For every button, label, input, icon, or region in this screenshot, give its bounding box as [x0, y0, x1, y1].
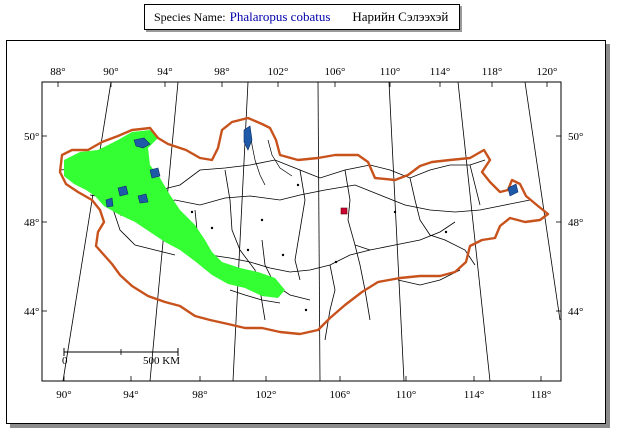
lon-label: 110° [380, 66, 401, 78]
meridian-98 [232, 81, 249, 382]
boundary-line [354, 244, 371, 321]
lon-label: 102° [256, 389, 277, 401]
lon-label: 90° [56, 389, 71, 401]
right-latitude-labels: 50° 48° 44° [568, 131, 583, 318]
boundary-line [469, 164, 481, 206]
meridian-106 [388, 81, 405, 382]
capital-marker [340, 207, 348, 215]
left-latitude-labels: 50° 48° 44° [24, 131, 39, 318]
lat-label: 44° [568, 306, 583, 318]
boundary-line [194, 209, 456, 273]
meridian-90 [62, 81, 112, 382]
species-local-name: Нарийн Сэлээхэй [352, 9, 449, 24]
boundary-line [324, 264, 336, 341]
lat-label: 44° [24, 306, 39, 318]
boundary-line [344, 169, 371, 251]
lakes [105, 125, 519, 208]
map-area-border [41, 81, 562, 382]
boundary-line [224, 169, 266, 321]
meridian-110 [457, 81, 491, 382]
top-longitude-labels: 88° 90° 94° 98° 102° 106° 110° 114° 118°… [50, 66, 557, 78]
river [267, 139, 293, 177]
boundary-line [294, 169, 306, 281]
species-name-label: Species Name: [154, 9, 226, 24]
river [249, 127, 266, 186]
map-frame [6, 40, 606, 424]
lon-label: 94° [157, 66, 172, 78]
meridian-114 [524, 81, 561, 321]
boundary-line [229, 289, 281, 304]
boundary-line [409, 177, 476, 266]
scale-bar: 0 500 KM [62, 348, 180, 367]
lake [507, 183, 519, 197]
lake [149, 167, 161, 179]
lake [133, 137, 151, 149]
species-name-box: Species Name: Phalaropus cobatus Нарийн … [144, 4, 460, 30]
lake [137, 193, 149, 204]
lon-label: 118° [531, 389, 552, 401]
meridian-102 [317, 81, 321, 382]
lat-label: 50° [568, 131, 583, 143]
lake-khuvsgul [243, 125, 253, 151]
lon-label: 110° [396, 389, 417, 401]
boundary-line [397, 269, 461, 286]
lon-label: 120° [537, 66, 558, 78]
lat-label: 50° [24, 131, 39, 143]
scale-start-label: 0 [62, 355, 68, 367]
lake [105, 197, 114, 208]
lat-label: 48° [24, 217, 39, 229]
national-border [58, 116, 550, 336]
lon-label: 114° [464, 389, 485, 401]
graticule [62, 81, 561, 382]
lon-label: 114° [430, 66, 451, 78]
lon-label: 118° [482, 66, 503, 78]
scale-end-label: 500 KM [143, 355, 180, 367]
lon-label: 94° [123, 389, 138, 401]
species-scientific-name: Phalaropus cobatus [229, 9, 331, 24]
lon-label: 88° [50, 66, 65, 78]
lon-label: 102° [268, 66, 289, 78]
lon-label: 106° [325, 66, 346, 78]
bottom-longitude-labels: 90° 94° 98° 102° 106° 110° 114° 118° [56, 389, 551, 401]
lake [117, 185, 129, 197]
settlements [190, 183, 448, 312]
lon-label: 90° [103, 66, 118, 78]
lat-label: 48° [568, 217, 583, 229]
lon-label: 98° [214, 66, 229, 78]
lon-label: 106° [330, 389, 351, 401]
species-range-area [64, 130, 285, 298]
lon-label: 98° [192, 389, 207, 401]
edge-ticks [42, 82, 561, 381]
